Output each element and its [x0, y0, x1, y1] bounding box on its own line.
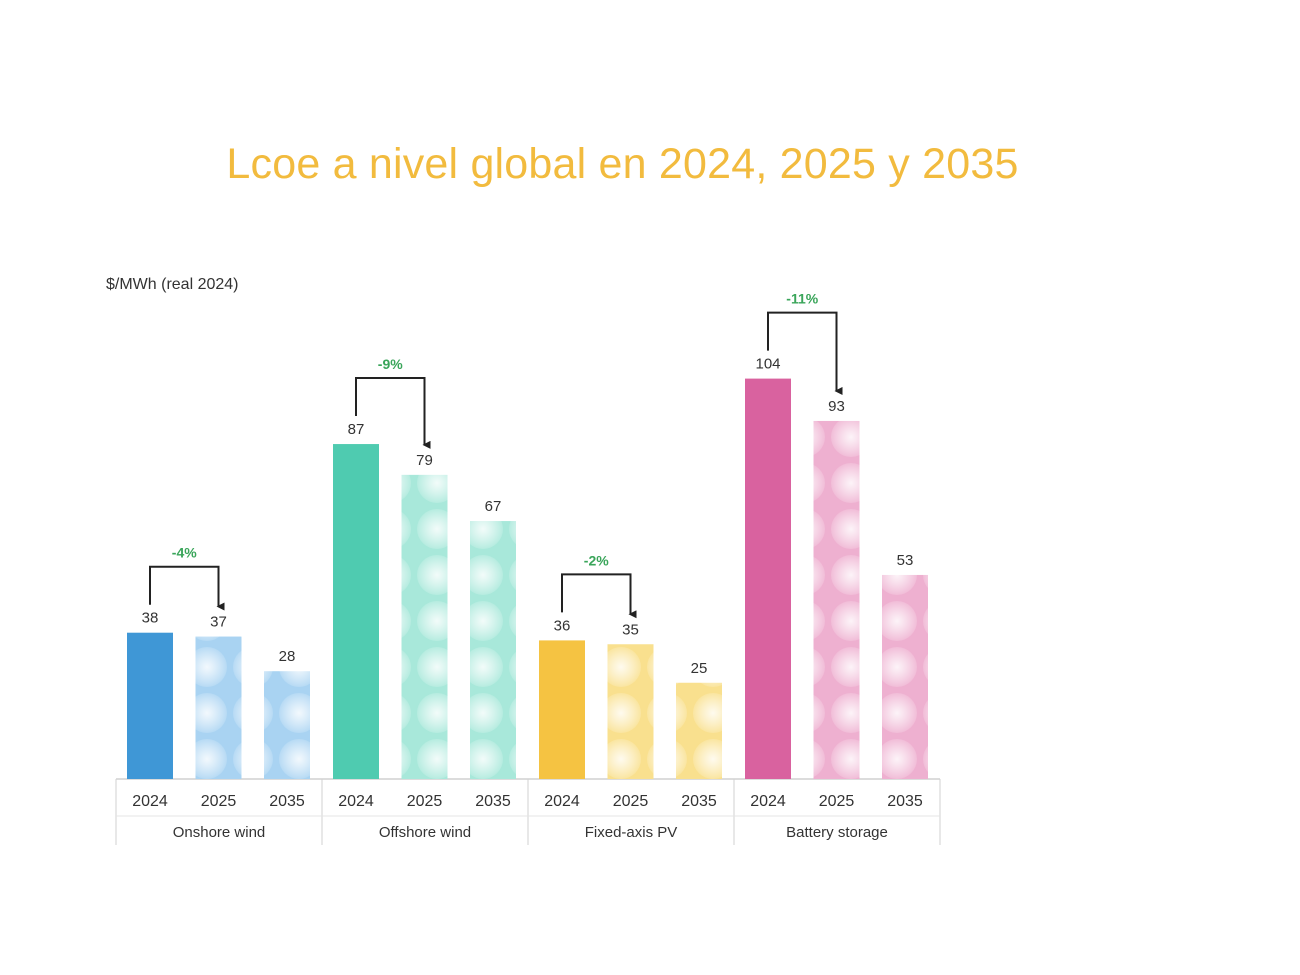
x-tick-label: 2024 [132, 793, 168, 810]
bar-offshore-wind-2024 [333, 444, 379, 779]
data-label: 36 [554, 617, 571, 634]
bar-offshore-wind-2025 [401, 474, 448, 779]
bar-battery-storage-2025 [813, 420, 860, 779]
x-tick-label: 2024 [544, 793, 580, 810]
group-label: Onshore wind [173, 824, 266, 841]
data-label: 93 [828, 398, 845, 415]
data-label: 87 [348, 421, 365, 438]
bar-battery-storage-2035 [882, 574, 928, 779]
x-tick-label: 2025 [613, 793, 649, 810]
x-tick-label: 2024 [338, 793, 374, 810]
x-tick-label: 2035 [681, 793, 717, 810]
change-percent-label: -11% [786, 291, 818, 307]
slide-title: Lcoe a nivel global en 2024, 2025 y 2035 [226, 140, 1019, 188]
x-tick-label: 2024 [750, 793, 786, 810]
change-percent-label: -2% [584, 552, 609, 568]
data-label: 35 [622, 621, 639, 638]
change-bracket-arrow [355, 377, 431, 449]
y-axis-unit-label: $/MWh (real 2024) [106, 276, 239, 293]
data-label: 67 [485, 498, 502, 515]
group-label: Fixed-axis PV [585, 824, 678, 841]
bar-onshore-wind-2035 [264, 671, 310, 779]
bar-fixed-axis-pv-2035 [676, 682, 722, 779]
change-bracket-arrow [767, 311, 843, 395]
bar-battery-storage-2024 [745, 378, 791, 779]
group-label: Battery storage [786, 824, 888, 841]
x-tick-label: 2035 [887, 793, 923, 810]
x-tick-label: 2025 [819, 793, 855, 810]
group-label: Offshore wind [379, 824, 471, 841]
x-tick-label: 2025 [201, 793, 237, 810]
data-label: 28 [279, 648, 296, 665]
x-tick-label: 2035 [475, 793, 511, 810]
data-label: 79 [416, 452, 433, 469]
bar-onshore-wind-2025 [195, 636, 242, 779]
data-label: 37 [210, 614, 227, 631]
x-tick-label: 2025 [407, 793, 443, 810]
x-tick-label: 2035 [269, 793, 305, 810]
data-label: 53 [897, 552, 914, 569]
change-percent-label: -4% [172, 545, 197, 561]
change-bracket-arrow [561, 573, 637, 619]
data-label: 104 [755, 356, 780, 373]
bar-fixed-axis-pv-2024 [539, 640, 585, 779]
bar-fixed-axis-pv-2025 [607, 644, 654, 779]
change-bracket-arrow [149, 565, 225, 611]
bar-onshore-wind-2024 [127, 632, 173, 779]
data-label: 25 [691, 660, 708, 677]
bar-offshore-wind-2035 [470, 521, 516, 779]
data-label: 38 [142, 610, 159, 627]
change-percent-label: -9% [378, 356, 403, 372]
